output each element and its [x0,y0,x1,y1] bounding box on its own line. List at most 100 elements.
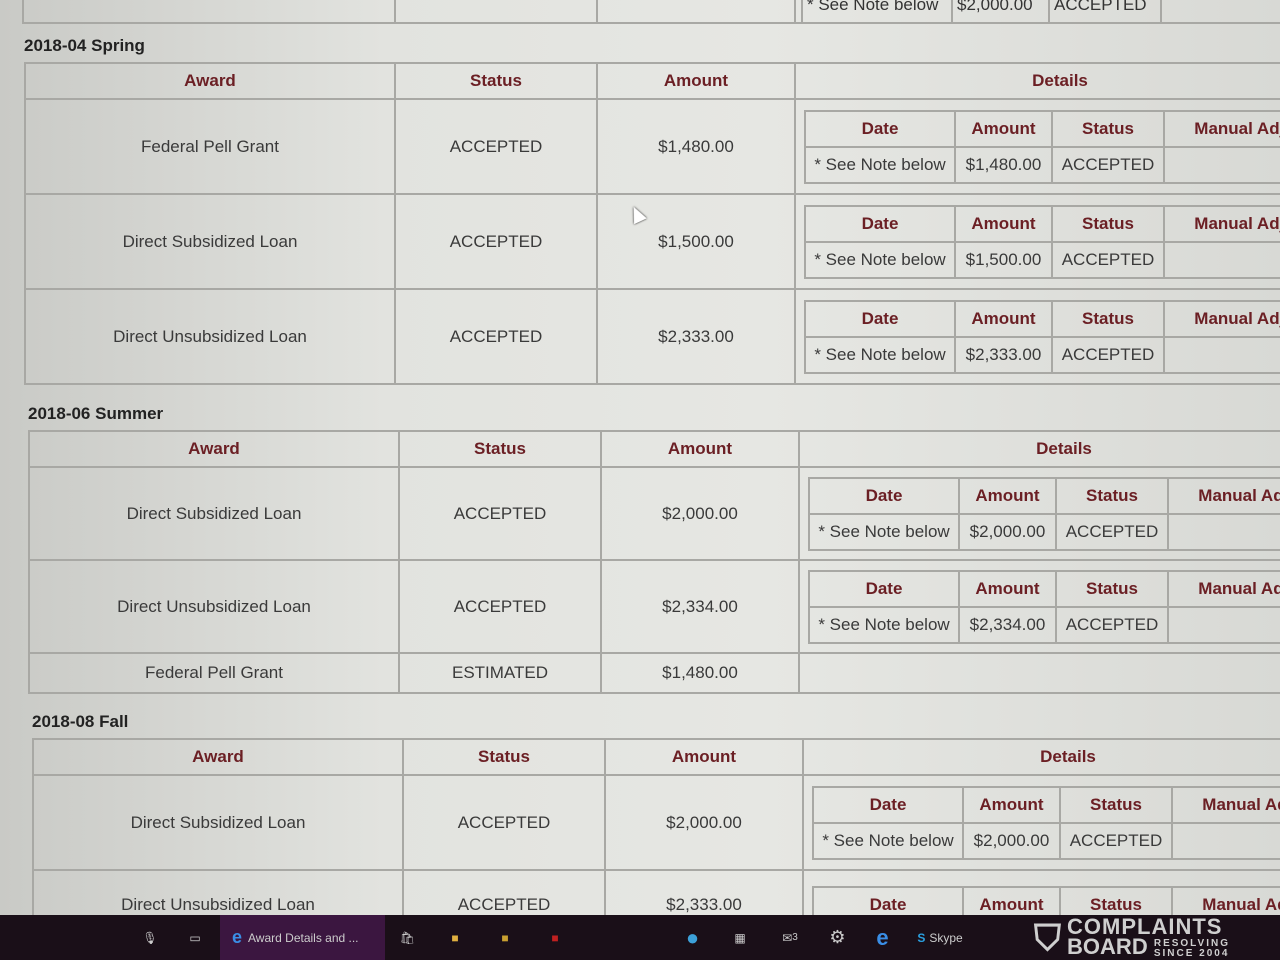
award-amount: $2,333.00 [596,288,796,385]
microphone-icon[interactable]: 🎙 [142,930,158,945]
previous-term-partial: * See Note below $2,000.00 ACCEPTED [793,0,1280,24]
details-manual [1167,605,1280,644]
details-status: ACCEPTED [1059,821,1173,860]
details-amount: $1,480.00 [954,145,1053,184]
award-status: ACCEPTED [402,774,606,871]
award-table: Award Status Amount Details Direct Subsidize… [28,430,1280,694]
skype-icon: S [917,930,926,945]
details-header-status: Status [1055,476,1169,515]
details-header-amount: Amount [958,569,1057,608]
term-title: 2018-04 Spring [24,36,145,55]
details-row: * See Note below $2,000.00 ACCEPTED [812,821,1280,860]
details-manual [1167,512,1280,551]
award-name: Direct Unsubsidized Loan [24,288,396,385]
details-amount: $2,333.00 [954,335,1053,374]
app-icon[interactable]: ■ [501,930,509,945]
details-header-status: Status [1051,109,1165,148]
red-app-icon[interactable]: ■ [551,930,559,945]
header-details: Details [798,430,1280,468]
settings-gear-icon[interactable]: ⚙ [829,927,846,947]
details-manual [1171,821,1280,860]
details-amount: $2,334.00 [958,605,1057,644]
award-status: ACCEPTED [394,288,598,385]
details-header-amount: Amount [962,886,1061,915]
details-header-amount: Amount [954,299,1053,338]
file-explorer-icon[interactable]: ■ [451,930,459,945]
watermark-line1: COMPLAINTS [1067,914,1223,940]
details-row: * See Note below $1,480.00 ACCEPTED [804,145,1280,184]
shield-logo-icon: ⛉ [1034,917,1062,958]
term-title: 2018-06 Summer [28,404,164,423]
details-manual [1160,0,1280,24]
edge-icon: e [232,927,243,947]
details-date: * See Note below [801,0,953,24]
award-status: ACCEPTED [394,98,598,195]
details-date: * See Note below [812,821,964,860]
details-date: * See Note below [804,335,956,374]
details-row: * See Note below $2,333.00 ACCEPTED [804,335,1280,374]
award-row: Direct Subsidized Loan ACCEPTED $2,000.00 D… [28,466,1280,561]
taskbar-spacer2 [580,915,670,960]
office-icon[interactable]: ▦ [734,930,746,945]
taskbar-edge-window[interactable]: e Award Details and ... [220,915,385,960]
award-row: Direct Unsubsidized Loan ACCEPTED $2,333.0… [32,869,1280,915]
term-title: 2018-08 Fall [32,712,129,731]
details-status: ACCEPTED [1051,335,1165,374]
details-header-amount: Amount [958,476,1057,515]
award-amount: $1,480.00 [600,652,800,694]
details-header-amount: Amount [962,785,1061,824]
previous-term-border [22,0,1280,24]
details-date: * See Note below [808,605,960,644]
details-status: ACCEPTED [1055,512,1169,551]
award-amount: $1,480.00 [596,98,796,195]
award-details [798,652,1280,694]
award-amount: $2,000.00 [604,774,804,871]
details-header-date: Date [812,886,964,915]
award-status: ESTIMATED [398,652,602,694]
details-header-date: Date [808,476,960,515]
award-row: Direct Unsubsidized Loan ACCEPTED $2,334.0… [28,559,1280,654]
mail-icon[interactable]: ✉ 3 [782,930,798,945]
details-header-date: Date [812,785,964,824]
award-header-row: Award Status Amount Details [24,62,1280,100]
cortana-icon[interactable]: ● [685,924,700,950]
award-details-page: * See Note below $2,000.00 ACCEPTED 2018-04… [0,0,1280,915]
details-header-status: Status [1055,569,1169,608]
award-row: Direct Subsidized Loan ACCEPTED $2,000.00 D… [32,774,1280,871]
skype-button[interactable]: S Skype [905,915,975,960]
complaints-board-watermark: ⛉ COMPLAINTS BOARD RESOLVING SINCE 2004 [1034,916,1230,960]
details-status: ACCEPTED [1051,240,1165,279]
skype-label: Skype [929,930,963,945]
award-amount: $2,334.00 [600,559,800,654]
header-details: Details [802,738,1280,776]
details-date: * See Note below [804,240,956,279]
internet-explorer-icon[interactable]: e [876,924,889,950]
award-header-row: Award Status Amount Details [32,738,1280,776]
details-header-manual: Manual Adju [1167,569,1280,608]
details-header-date: Date [808,569,960,608]
store-icon[interactable]: 🛍 [399,930,416,945]
award-status: ACCEPTED [402,869,606,915]
header-details: Details [794,62,1280,100]
award-amount: $2,000.00 [600,466,800,561]
header-amount: Amount [604,738,804,776]
award-name: Direct Unsubsidized Loan [32,869,404,915]
award-row: Federal Pell Grant ACCEPTED $1,480.00 Date A… [24,98,1280,195]
details-header-amount: Amount [954,109,1053,148]
task-view-icon[interactable]: ▭ [189,930,201,945]
details-row: * See Note below $1,500.00 ACCEPTED [804,240,1280,279]
details-header-date: Date [804,109,956,148]
details-status: ACCEPTED [1051,145,1165,184]
header-award: Award [28,430,400,468]
